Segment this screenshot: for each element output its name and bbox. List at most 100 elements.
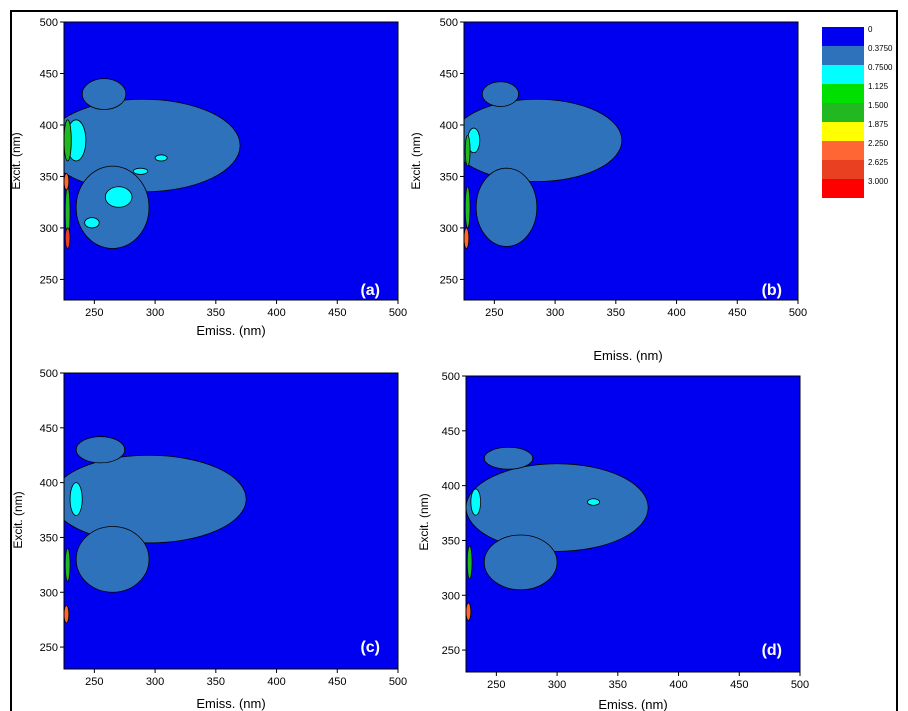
y-tick-label: 350 (40, 171, 58, 183)
x-tick-label: 500 (389, 676, 407, 688)
legend-swatch (822, 103, 864, 122)
contour-region (104, 186, 133, 208)
x-tick-label: 450 (728, 307, 746, 319)
legend-swatch (822, 27, 864, 46)
contour-region (483, 446, 534, 470)
y-tick-label: 250 (440, 274, 458, 286)
legend-label: 1.500 (868, 101, 889, 110)
legend-swatch (822, 179, 864, 198)
x-tick-label: 450 (328, 676, 346, 688)
contour-region (481, 81, 520, 107)
y-tick-label: 500 (440, 17, 458, 29)
plot-border (465, 375, 801, 673)
contour-region (464, 134, 471, 167)
x-tick-label: 250 (85, 676, 103, 688)
contour-region (132, 167, 149, 175)
legend-label: 1.125 (868, 82, 889, 91)
contour-region (81, 78, 127, 110)
x-tick-label: 250 (85, 307, 103, 319)
x-tick-label: 350 (207, 676, 225, 688)
legend-label: 2.250 (868, 139, 889, 148)
plot-border (63, 372, 399, 670)
contour-region (154, 154, 168, 162)
x-tick-label: 300 (548, 679, 566, 691)
figure-frame (10, 10, 898, 711)
contour-region (464, 186, 471, 229)
contour-region (466, 463, 649, 552)
x-tick-label: 500 (791, 679, 809, 691)
color-legend: 0 0.3750 0.7500 1.125 1.500 1.875 2.250 2.625 3.… (822, 25, 893, 198)
y-tick-label: 450 (40, 68, 58, 80)
x-tick-label: 300 (146, 676, 164, 688)
y-tick-label: 400 (442, 481, 460, 493)
contour-region (64, 119, 72, 162)
y-tick-label: 350 (40, 532, 58, 544)
legend-label: 0 (868, 25, 873, 34)
x-tick-label: 300 (546, 307, 564, 319)
plot-border (463, 21, 799, 301)
panel-label: (d) (762, 642, 782, 659)
panel-label: (c) (360, 639, 380, 656)
x-tick-label: 250 (485, 307, 503, 319)
contour-region (75, 526, 150, 593)
contour-region (75, 436, 126, 464)
y-tick-label: 250 (40, 642, 58, 654)
x-tick-label: 350 (607, 307, 625, 319)
contour-region (464, 98, 623, 182)
y-tick-label: 400 (40, 478, 58, 490)
legend-swatch (822, 141, 864, 160)
plot-border (63, 21, 399, 301)
x-axis-label: Emiss. (nm) (598, 697, 667, 711)
contour-region (64, 227, 71, 249)
legend-swatch (822, 65, 864, 84)
panel-label: (b) (762, 282, 782, 299)
x-tick-label: 400 (669, 679, 687, 691)
contour-region (64, 454, 247, 544)
y-tick-label: 450 (40, 423, 58, 435)
contour-region (84, 217, 100, 229)
y-tick-label: 500 (442, 371, 460, 383)
contour-region (64, 172, 70, 191)
y-axis-label: Excit. (nm) (409, 132, 423, 189)
legend-label: 0.3750 (868, 44, 893, 53)
contour-region (587, 498, 600, 506)
contour-region (483, 534, 558, 591)
y-tick-label: 300 (40, 587, 58, 599)
y-tick-label: 450 (440, 68, 458, 80)
x-tick-label: 450 (730, 679, 748, 691)
legend-label: 2.625 (868, 158, 889, 167)
x-tick-label: 350 (207, 307, 225, 319)
panel-b: 250 300 350 400 450 500 250 300 350 400 450 500 (b)… (409, 17, 807, 363)
y-tick-label: 300 (440, 223, 458, 235)
contour-region (464, 227, 470, 249)
y-tick-label: 250 (40, 274, 58, 286)
y-axis-label: Excit. (nm) (417, 493, 431, 550)
contour-region (475, 167, 538, 247)
y-tick-label: 250 (442, 645, 460, 657)
x-tick-label: 500 (789, 307, 807, 319)
x-tick-label: 400 (267, 307, 285, 319)
contour-region (466, 602, 472, 621)
panel-label: (a) (360, 282, 380, 299)
legend-label: 0.7500 (868, 63, 893, 72)
legend-swatch (822, 160, 864, 179)
y-axis-label: Excit. (nm) (11, 491, 25, 548)
y-tick-label: 300 (40, 223, 58, 235)
x-tick-label: 350 (609, 679, 627, 691)
x-axis-label: Emiss. (nm) (196, 323, 265, 338)
contour-region (64, 605, 70, 624)
legend-label: 1.875 (868, 120, 889, 129)
legend-swatch (822, 84, 864, 103)
x-tick-label: 300 (146, 307, 164, 319)
x-axis-label: Emiss. (nm) (593, 348, 662, 363)
x-tick-label: 250 (487, 679, 505, 691)
x-tick-label: 400 (667, 307, 685, 319)
x-tick-label: 500 (389, 307, 407, 319)
panel-d: 250 300 350 400 450 500 250 300 350 400 450 500 (d)… (417, 371, 809, 711)
contour-region (466, 545, 473, 580)
y-tick-label: 350 (442, 535, 460, 547)
contour-region (64, 548, 71, 582)
y-tick-label: 500 (40, 17, 58, 29)
x-axis-label: Emiss. (nm) (196, 696, 265, 711)
